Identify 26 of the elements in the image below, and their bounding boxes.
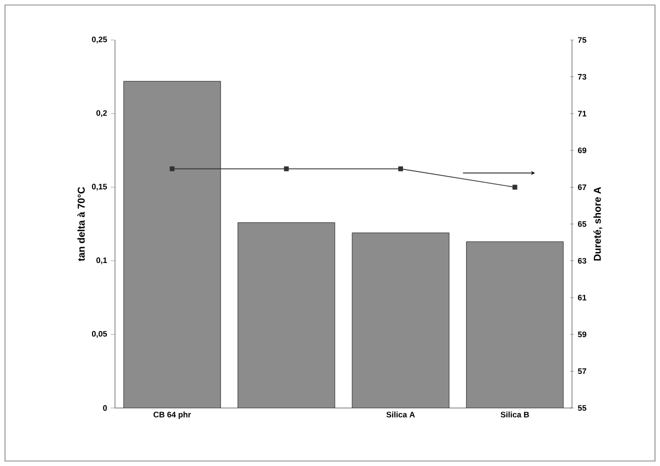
y-tick-label: 0: [103, 405, 107, 411]
bar: [466, 241, 564, 408]
y2-tick-label: 71: [578, 110, 586, 116]
bar: [124, 81, 221, 408]
y-tick-label: 0,2: [96, 110, 107, 118]
y2-axis-title: Dureté, shore A: [593, 187, 602, 261]
y2-tick-label: 67: [578, 184, 586, 190]
y2-tick-label: 73: [578, 74, 586, 80]
y2-tick-label: 61: [578, 294, 586, 300]
y-tick-label: 0,15: [92, 184, 107, 191]
x-tick-label: CB 64 phr: [154, 412, 191, 419]
x-tick-label: Silica A: [386, 412, 415, 418]
bar: [238, 222, 335, 408]
y2-tick-label: 55: [578, 405, 586, 411]
x-tick-label: Silica B: [500, 412, 529, 418]
y2-tick-label: 69: [578, 148, 586, 154]
y-tick-label: 0,1: [96, 257, 107, 264]
bar: [352, 232, 450, 408]
y-tick-label: 0,05: [92, 330, 107, 338]
y2-tick-label: 65: [578, 221, 586, 227]
y-tick-label: 0,25: [92, 36, 107, 44]
y2-tick-label: 59: [578, 332, 586, 338]
y2-tick-label: 75: [578, 37, 586, 43]
y2-tick-label: 63: [578, 258, 586, 264]
y2-tick-label: 57: [578, 368, 586, 374]
y-axis-title: tan delta à 70°C: [77, 186, 85, 262]
